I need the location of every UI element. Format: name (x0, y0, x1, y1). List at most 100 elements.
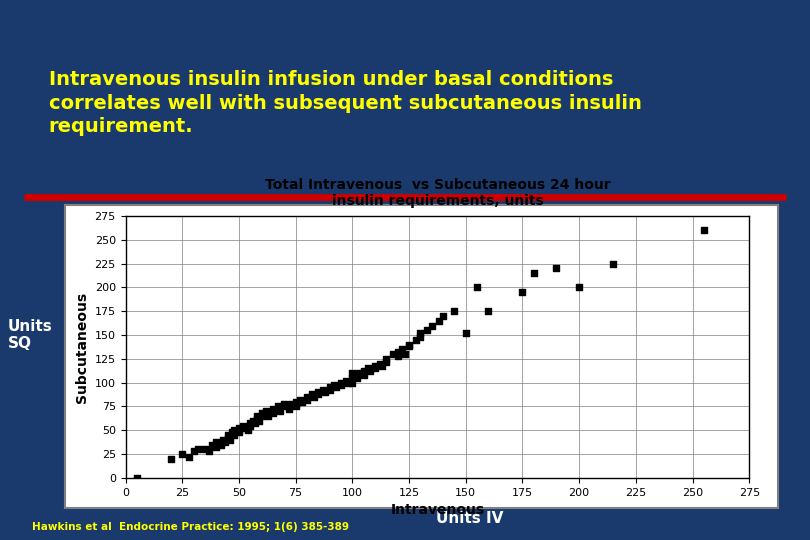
Point (244, 421, 257, 430)
Point (335, 379, 347, 387)
Point (221, 431, 234, 440)
Point (221, 434, 234, 442)
Point (198, 445, 211, 454)
Point (237, 421, 250, 430)
Point (414, 329, 427, 338)
Point (380, 355, 393, 363)
Point (260, 407, 273, 416)
Point (335, 380, 347, 389)
Point (323, 383, 336, 391)
Point (323, 386, 336, 395)
Point (391, 352, 404, 360)
Point (176, 450, 189, 458)
Point (369, 361, 382, 370)
Point (164, 455, 177, 463)
Point (373, 359, 386, 368)
Point (414, 333, 427, 341)
Point (448, 307, 461, 315)
Point (250, 415, 263, 423)
Point (255, 409, 268, 417)
Point (210, 437, 223, 446)
Point (516, 288, 529, 296)
X-axis label: Intravenous: Intravenous (390, 503, 484, 517)
Point (403, 342, 416, 351)
Point (318, 388, 331, 396)
Point (437, 312, 450, 320)
Point (396, 345, 409, 354)
Point (253, 416, 266, 425)
Point (301, 395, 313, 404)
Point (550, 264, 563, 273)
Point (244, 418, 257, 427)
Point (266, 409, 279, 417)
Point (262, 411, 275, 420)
Point (246, 416, 259, 425)
Point (216, 435, 229, 444)
Point (341, 379, 354, 387)
Point (192, 445, 205, 454)
Point (352, 369, 365, 377)
Y-axis label: Subcutaneous: Subcutaneous (75, 292, 89, 402)
Point (312, 388, 325, 396)
Point (296, 397, 309, 406)
Point (239, 424, 252, 433)
Point (255, 411, 268, 420)
Point (203, 447, 216, 456)
Point (527, 269, 540, 278)
Point (409, 335, 422, 344)
Point (219, 437, 232, 446)
FancyBboxPatch shape (65, 205, 778, 508)
Point (330, 383, 343, 391)
Point (301, 393, 313, 401)
Title: Total Intravenous  vs Subcutaneous 24 hour
insulin requirements, units: Total Intravenous vs Subcutaneous 24 hou… (265, 178, 610, 208)
Point (228, 431, 241, 440)
Point (697, 226, 710, 234)
Point (317, 386, 330, 395)
Point (210, 443, 223, 452)
Point (232, 424, 245, 433)
Point (215, 440, 228, 449)
Point (278, 399, 291, 408)
Point (386, 350, 399, 359)
Text: Hawkins et al  Endocrine Practice: 1995; 1(6) 385-389: Hawkins et al Endocrine Practice: 1995; … (32, 522, 349, 532)
Point (228, 426, 241, 435)
Point (425, 321, 438, 330)
Point (305, 390, 318, 399)
Point (232, 426, 245, 435)
Point (312, 390, 325, 399)
Point (391, 348, 404, 356)
Point (369, 364, 382, 373)
Point (224, 435, 237, 444)
Point (482, 307, 495, 315)
Point (283, 405, 296, 414)
Point (241, 426, 254, 435)
Point (346, 379, 359, 387)
Point (249, 418, 262, 427)
Point (271, 402, 284, 411)
Point (471, 283, 484, 292)
Point (357, 371, 370, 380)
Text: Intravenous insulin infusion under basal conditions
correlates well with subsequ: Intravenous insulin infusion under basal… (49, 70, 642, 136)
Point (398, 350, 411, 359)
Point (346, 369, 359, 377)
Point (432, 316, 445, 325)
Point (273, 407, 286, 416)
Point (380, 357, 393, 366)
Point (403, 340, 416, 349)
Point (307, 393, 320, 401)
Point (375, 361, 388, 370)
Point (226, 428, 239, 436)
Point (284, 399, 297, 408)
Point (339, 376, 352, 385)
Point (187, 447, 200, 456)
Point (294, 395, 307, 404)
Point (289, 402, 302, 411)
Point (289, 399, 302, 408)
Point (459, 329, 472, 338)
Point (232, 428, 245, 436)
Point (205, 440, 218, 449)
Point (573, 283, 586, 292)
Point (328, 380, 341, 389)
Point (346, 374, 359, 382)
Point (266, 405, 279, 414)
